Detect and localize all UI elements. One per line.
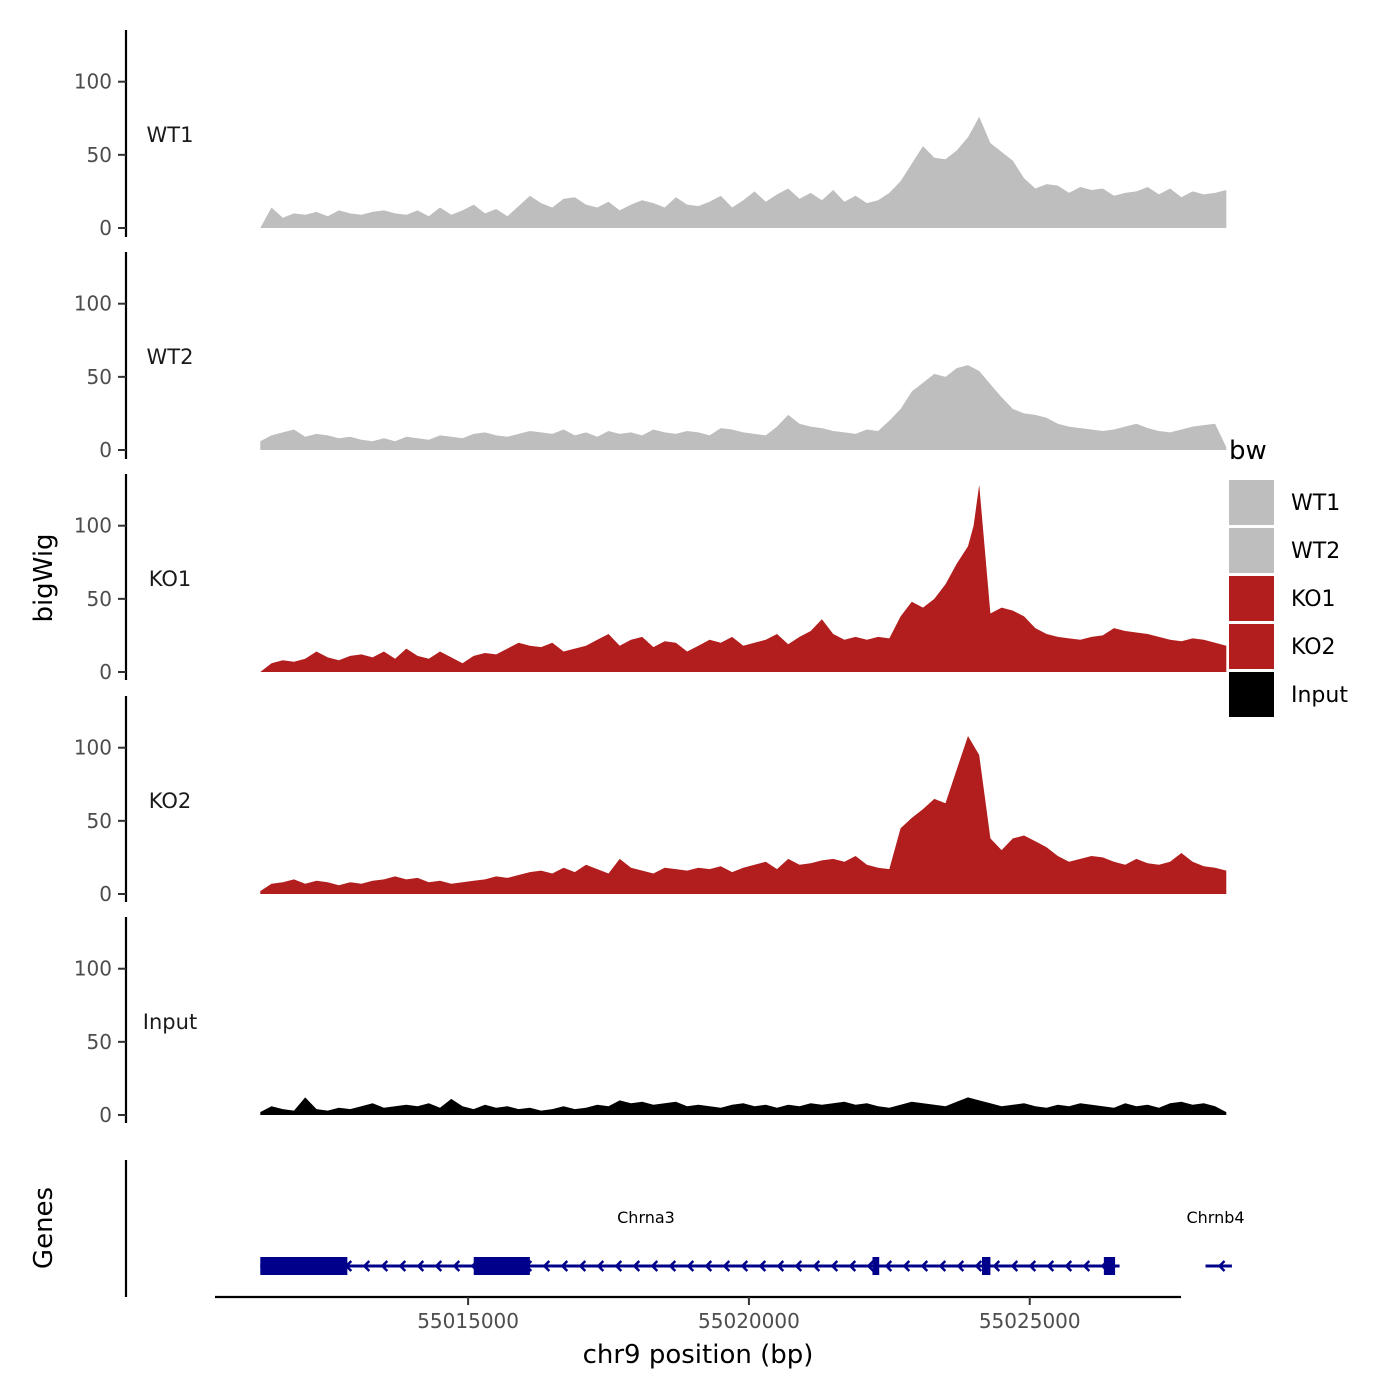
y-tick-label: 100 bbox=[74, 736, 112, 760]
strand-arrow bbox=[1010, 1260, 1019, 1272]
strand-arrow bbox=[902, 1260, 911, 1272]
y-tick-label: 0 bbox=[99, 882, 112, 906]
track-label-ko2: KO2 bbox=[149, 789, 192, 813]
strand-arrow bbox=[542, 1260, 551, 1272]
strand-arrow bbox=[596, 1260, 605, 1272]
gene-exon bbox=[1103, 1257, 1116, 1275]
legend-swatch-wt1 bbox=[1229, 480, 1274, 525]
strand-arrow bbox=[1046, 1260, 1055, 1272]
strand-arrow bbox=[992, 1260, 1001, 1272]
strand-arrow bbox=[848, 1260, 857, 1272]
track-panel-wt1: 0 50 100 WT1 bbox=[74, 30, 1227, 240]
legend-swatch-ko1 bbox=[1229, 576, 1274, 621]
x-axis: 55015000 55020000 55025000 bbox=[215, 1295, 1181, 1333]
legend-title: bw bbox=[1229, 436, 1267, 466]
strand-arrow bbox=[938, 1260, 947, 1272]
strand-arrow bbox=[668, 1260, 677, 1272]
strand-arrow bbox=[380, 1260, 389, 1272]
track-panel-ko1: 0 50 100 KO1 bbox=[74, 474, 1227, 684]
signal-area-ko2 bbox=[260, 736, 1227, 894]
gene-exon bbox=[981, 1257, 991, 1275]
strand-arrow bbox=[1082, 1260, 1091, 1272]
legend-label-ko1: KO1 bbox=[1291, 587, 1336, 612]
x-tick-label: 55025000 bbox=[979, 1309, 1081, 1333]
strand-arrow bbox=[830, 1260, 839, 1272]
gene-exon bbox=[473, 1257, 530, 1275]
x-tick-label: 55015000 bbox=[417, 1309, 519, 1333]
genes-panel: Chrna3 Chrnb4 bbox=[124, 1160, 1245, 1297]
legend-label-input: Input bbox=[1291, 683, 1348, 708]
legend-label-wt1: WT1 bbox=[1291, 491, 1340, 516]
strand-arrow bbox=[794, 1260, 803, 1272]
y-tick-label: 50 bbox=[87, 809, 112, 833]
strand-arrow bbox=[686, 1260, 695, 1272]
strand-arrow bbox=[560, 1260, 569, 1272]
y-tick-label: 0 bbox=[99, 660, 112, 684]
strand-arrow bbox=[884, 1260, 893, 1272]
strand-arrow bbox=[632, 1260, 641, 1272]
genes-panel-title: Genes bbox=[29, 1187, 59, 1269]
strand-arrow bbox=[776, 1260, 785, 1272]
strand-arrow bbox=[722, 1260, 731, 1272]
x-tick-label: 55020000 bbox=[698, 1309, 800, 1333]
legend-label-ko2: KO2 bbox=[1291, 635, 1336, 660]
strand-arrow bbox=[1064, 1260, 1073, 1272]
y-tick-label: 50 bbox=[87, 1030, 112, 1054]
gene-exon bbox=[260, 1257, 348, 1275]
track-label-wt1: WT1 bbox=[147, 123, 194, 147]
strand-arrow bbox=[812, 1260, 821, 1272]
strand-arrow bbox=[758, 1260, 767, 1272]
y-tick-label: 0 bbox=[99, 1103, 112, 1127]
gene-chrna3: Chrna3 bbox=[260, 1208, 1120, 1275]
signal-area-ko1 bbox=[260, 484, 1227, 672]
y-tick-label: 100 bbox=[74, 70, 112, 94]
strand-arrow bbox=[974, 1260, 983, 1272]
strand-arrow bbox=[578, 1260, 587, 1272]
legend-label-wt2: WT2 bbox=[1291, 539, 1340, 564]
signal-area-wt2 bbox=[260, 365, 1227, 450]
signal-area-wt1 bbox=[260, 116, 1227, 228]
track-label-wt2: WT2 bbox=[147, 345, 194, 369]
y-tick-label: 50 bbox=[87, 365, 112, 389]
track-label-ko1: KO1 bbox=[149, 567, 192, 591]
legend: bw WT1 WT2 KO1 KO2 Input bbox=[1229, 436, 1348, 717]
strand-arrow bbox=[956, 1260, 965, 1272]
y-axis-title: bigWig bbox=[29, 533, 59, 622]
strand-arrow bbox=[920, 1260, 929, 1272]
y-tick-label: 0 bbox=[99, 438, 112, 462]
strand-arrow bbox=[1217, 1260, 1226, 1272]
gene-label-chrnb4: Chrnb4 bbox=[1186, 1208, 1244, 1227]
track-panel-wt2: 0 50 100 WT2 bbox=[74, 252, 1227, 462]
gene-label-chrna3: Chrna3 bbox=[617, 1208, 675, 1227]
strand-arrow bbox=[434, 1260, 443, 1272]
strand-arrow bbox=[1028, 1260, 1037, 1272]
legend-swatch-input bbox=[1229, 672, 1274, 717]
strand-arrow bbox=[740, 1260, 749, 1272]
strand-arrow bbox=[650, 1260, 659, 1272]
y-tick-label: 50 bbox=[87, 143, 112, 167]
track-panel-ko2: 0 50 100 KO2 bbox=[74, 696, 1227, 906]
strand-arrow bbox=[866, 1260, 875, 1272]
y-tick-label: 100 bbox=[74, 292, 112, 316]
strand-arrow bbox=[416, 1260, 425, 1272]
y-tick-label: 50 bbox=[87, 587, 112, 611]
legend-swatch-ko2 bbox=[1229, 624, 1274, 669]
track-panel-input: 0 50 100 Input bbox=[74, 917, 1227, 1127]
gene-exon bbox=[872, 1257, 880, 1275]
track-label-input: Input bbox=[143, 1010, 197, 1034]
y-tick-label: 100 bbox=[74, 514, 112, 538]
x-axis-title: chr9 position (bp) bbox=[583, 1340, 814, 1370]
strand-arrow bbox=[362, 1260, 371, 1272]
strand-arrow bbox=[398, 1260, 407, 1272]
strand-arrow bbox=[614, 1260, 623, 1272]
legend-swatch-wt2 bbox=[1229, 528, 1274, 573]
y-tick-label: 0 bbox=[99, 216, 112, 240]
bigwig-tracks: 0 50 100 WT1 0 50 100 WT2 0 50 100 KO1 0 50 100 KO2 0 50 1… bbox=[74, 30, 1227, 1127]
gene-chrnb4: Chrnb4 bbox=[1186, 1208, 1245, 1272]
signal-area-input bbox=[260, 1097, 1227, 1115]
strand-arrow bbox=[704, 1260, 713, 1272]
y-tick-label: 100 bbox=[74, 957, 112, 981]
strand-arrow bbox=[452, 1260, 461, 1272]
